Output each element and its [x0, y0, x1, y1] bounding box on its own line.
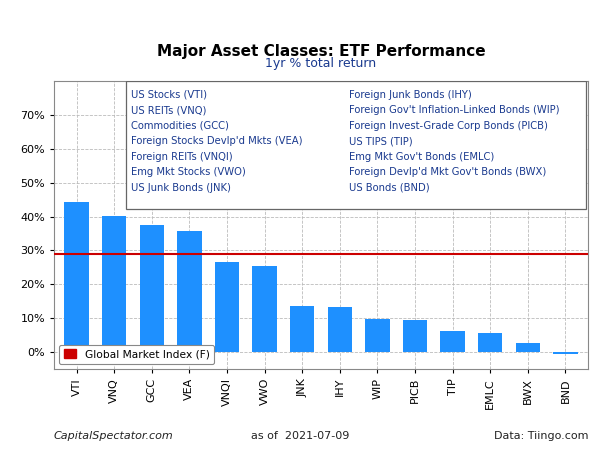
- Bar: [328, 307, 352, 352]
- Bar: [290, 306, 314, 352]
- Text: US REITs (VNQ): US REITs (VNQ): [131, 105, 207, 115]
- Text: Foreign Junk Bonds (IHY): Foreign Junk Bonds (IHY): [349, 90, 472, 99]
- Bar: [515, 342, 540, 352]
- Bar: [440, 331, 465, 352]
- Bar: [478, 333, 502, 352]
- Bar: [126, 81, 586, 209]
- Text: Foreign Gov't Inflation-Linked Bonds (WIP): Foreign Gov't Inflation-Linked Bonds (WI…: [349, 105, 560, 115]
- Text: 1yr % total return: 1yr % total return: [265, 57, 377, 70]
- Bar: [253, 266, 277, 352]
- Bar: [553, 352, 578, 354]
- Text: Data: Tiingo.com: Data: Tiingo.com: [493, 431, 588, 441]
- Text: Emg Mkt Stocks (VWO): Emg Mkt Stocks (VWO): [131, 167, 246, 177]
- Text: US Junk Bonds (JNK): US Junk Bonds (JNK): [131, 183, 232, 193]
- Text: Foreign Devlp'd Mkt Gov't Bonds (BWX): Foreign Devlp'd Mkt Gov't Bonds (BWX): [349, 167, 547, 177]
- Bar: [64, 202, 89, 352]
- Bar: [403, 320, 427, 352]
- Bar: [215, 262, 239, 352]
- Text: as of  2021-07-09: as of 2021-07-09: [251, 431, 349, 441]
- Bar: [102, 216, 127, 352]
- Text: Foreign REITs (VNQI): Foreign REITs (VNQI): [131, 152, 233, 162]
- Text: US Stocks (VTI): US Stocks (VTI): [131, 90, 208, 99]
- Bar: [177, 231, 202, 352]
- Text: Foreign Invest-Grade Corp Bonds (PICB): Foreign Invest-Grade Corp Bonds (PICB): [349, 121, 548, 131]
- Bar: [140, 225, 164, 352]
- Text: Emg Mkt Gov't Bonds (EMLC): Emg Mkt Gov't Bonds (EMLC): [349, 152, 494, 162]
- Bar: [365, 319, 389, 352]
- Title: Major Asset Classes: ETF Performance: Major Asset Classes: ETF Performance: [157, 44, 485, 59]
- Text: Commodities (GCC): Commodities (GCC): [131, 121, 229, 131]
- Text: US Bonds (BND): US Bonds (BND): [349, 183, 430, 193]
- Legend: Global Market Index (F): Global Market Index (F): [59, 345, 214, 364]
- Text: CapitalSpectator.com: CapitalSpectator.com: [54, 431, 174, 441]
- Text: Foreign Stocks Devlp'd Mkts (VEA): Foreign Stocks Devlp'd Mkts (VEA): [131, 136, 303, 146]
- Text: US TIPS (TIP): US TIPS (TIP): [349, 136, 413, 146]
